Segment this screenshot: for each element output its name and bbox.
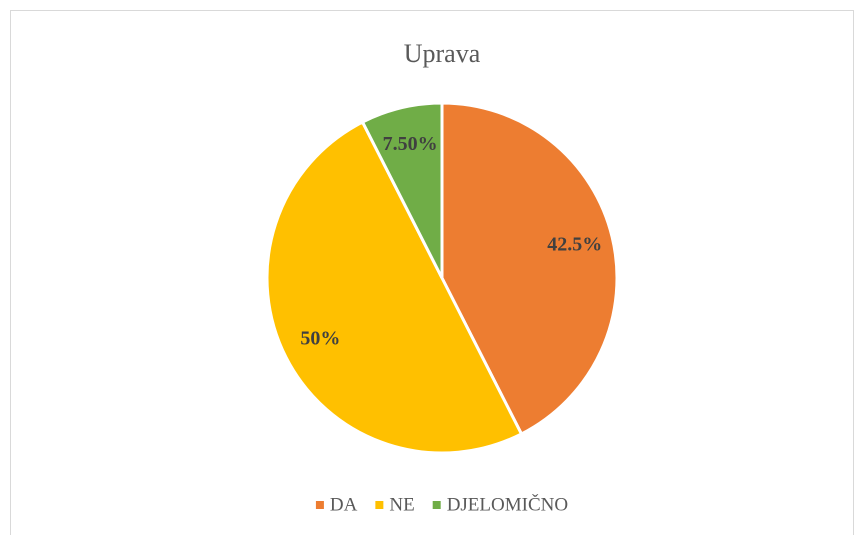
pie-slice — [265, 120, 524, 455]
chart-border — [10, 10, 854, 535]
legend-marker — [432, 501, 441, 509]
data-label: 50% — [300, 328, 340, 350]
legend-marker — [315, 501, 324, 509]
data-label: 7.50% — [383, 133, 438, 155]
data-label: 42.5% — [547, 234, 602, 256]
legend-label: DA — [330, 494, 358, 515]
legend-label: DJELOMIČNO — [447, 493, 568, 515]
legend-marker — [375, 501, 384, 509]
pie-slice — [360, 101, 444, 279]
chart-title: Uprava — [404, 39, 481, 68]
pie-slice — [440, 101, 619, 436]
legend-label: NE — [389, 494, 414, 515]
